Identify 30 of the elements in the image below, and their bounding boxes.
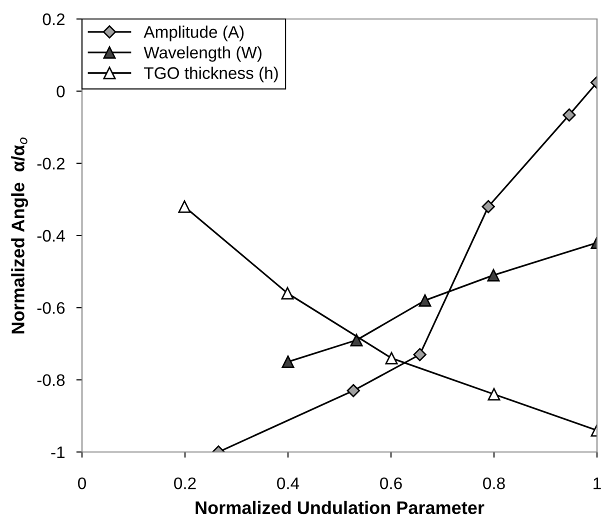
y-tick-label: 0.2 [42,13,64,26]
point [385,352,398,364]
x-tick-label: 0.6 [380,477,402,490]
y-tick-label: -0.6 [37,302,65,314]
point [350,334,363,346]
point [413,348,426,362]
y-tick-label: -1 [51,446,65,458]
point [178,200,191,213]
x-tick-label: 0.8 [483,477,505,490]
y-tick-label: -0.8 [37,374,65,386]
x-tick-label: 0.4 [277,477,300,490]
point [488,388,500,401]
y-axis-title: Normalized Angle α/α$_{o}$ [11,138,28,334]
point [562,108,576,122]
x-axis-title: Normalized Undulation Parameter [196,500,484,514]
y-tick-label: -0.2 [37,158,64,170]
x-tick-label: 1 [594,478,601,490]
legend-label: Wavelength (W) [144,46,262,62]
y-tick-label: -0.4 [37,230,65,242]
legend-label: Amplitude (A) [144,26,244,42]
legend-label: TGO thickness (h) [144,66,278,82]
point [418,294,432,307]
point [482,200,495,214]
x-tick-label: 0 [78,477,86,490]
point [346,384,360,398]
y-tick-label: 0 [56,86,65,98]
point [281,286,294,300]
point [487,268,500,282]
point [282,356,294,368]
x-tick-label: 0.2 [174,477,196,490]
